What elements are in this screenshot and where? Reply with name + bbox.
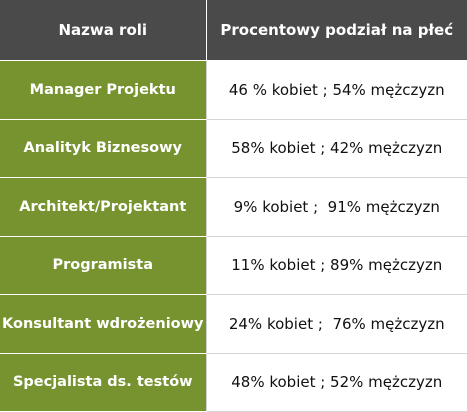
table-row: Architekt/Projektant 9% kobiet ; 91% męż…	[0, 177, 467, 237]
table-row: Specjalista ds. testów 48% kobiet ; 52% …	[0, 352, 467, 412]
gender-split: 48% kobiet ; 52% mężczyzn	[205, 353, 467, 412]
table-header-row: Nazwa roli Procentowy podział na płeć	[0, 0, 467, 61]
table-row: Konsultant wdrożeniowy 24% kobiet ; 76% …	[0, 294, 467, 354]
role-name: Specjalista ds. testów	[0, 352, 207, 412]
role-name: Analityk Biznesowy	[0, 118, 207, 178]
gender-split: 58% kobiet ; 42% mężczyzn	[205, 119, 467, 178]
role-name: Manager Projektu	[0, 60, 207, 120]
role-name: Konsultant wdrożeniowy	[0, 294, 207, 354]
table-row: Analityk Biznesowy 58% kobiet ; 42% mężc…	[0, 118, 467, 178]
header-role: Nazwa roli	[0, 0, 207, 61]
gender-split: 11% kobiet ; 89% mężczyzn	[205, 236, 467, 295]
gender-split: 9% kobiet ; 91% mężczyzn	[205, 177, 467, 237]
role-name: Programista	[0, 235, 207, 295]
table-row: Programista 11% kobiet ; 89% mężczyzn	[0, 235, 467, 295]
header-percentage: Procentowy podział na płeć	[206, 0, 467, 61]
role-name: Architekt/Projektant	[0, 177, 207, 237]
gender-split: 46 % kobiet ; 54% mężczyzn	[205, 60, 467, 120]
table-row: Manager Projektu 46 % kobiet ; 54% mężcz…	[0, 60, 467, 120]
gender-split: 24% kobiet ; 76% mężczyzn	[205, 294, 467, 354]
